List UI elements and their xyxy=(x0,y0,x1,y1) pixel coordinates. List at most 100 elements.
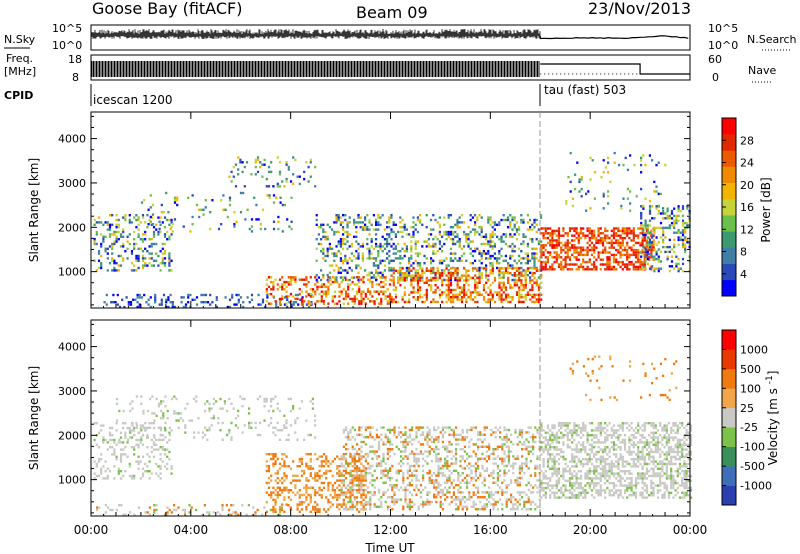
echo-cell xyxy=(524,274,527,277)
echo-cell xyxy=(108,438,112,442)
echo-cell xyxy=(366,226,369,229)
echo-cell xyxy=(507,264,510,267)
echo-cell xyxy=(173,395,176,398)
echo-cell xyxy=(397,448,400,451)
echo-cell xyxy=(204,199,207,202)
echo-cell xyxy=(629,190,632,193)
echo-cell xyxy=(432,300,435,304)
echo-cell xyxy=(634,241,638,245)
echo-cell xyxy=(677,219,680,222)
echo-cell xyxy=(434,276,437,280)
echo-cell xyxy=(457,508,460,511)
echo-cell xyxy=(435,452,438,456)
echo-cell xyxy=(684,229,687,232)
echo-cell xyxy=(285,455,288,458)
echo-cell xyxy=(620,204,623,208)
freq-trace xyxy=(91,61,540,77)
echo-cell xyxy=(515,279,519,282)
echo-cell xyxy=(359,216,362,219)
echo-cell xyxy=(392,221,395,224)
echo-cell xyxy=(422,457,425,460)
echo-cell xyxy=(435,486,438,489)
echo-cell xyxy=(346,223,349,226)
echo-cell xyxy=(468,481,471,484)
echo-cell xyxy=(452,226,455,229)
echo-cell xyxy=(361,252,364,255)
echo-cell xyxy=(344,292,348,296)
echo-cell xyxy=(408,491,411,494)
echo-cell xyxy=(443,216,446,219)
echo-cell xyxy=(533,226,536,229)
echo-cell xyxy=(480,267,483,270)
echo-cell xyxy=(416,230,419,234)
echo-cell xyxy=(287,433,290,437)
echo-cell xyxy=(428,481,431,484)
echo-cell xyxy=(141,467,145,470)
echo-cell xyxy=(314,505,317,509)
echo-cell xyxy=(439,491,442,494)
echo-cell xyxy=(551,244,554,247)
echo-cell xyxy=(394,223,397,226)
echo-cell xyxy=(283,474,286,477)
echo-cell xyxy=(522,286,525,289)
echo-cell xyxy=(235,220,238,223)
echo-cell xyxy=(182,305,185,309)
echo-cell xyxy=(371,457,374,460)
echo-cell xyxy=(97,446,101,449)
echo-cell xyxy=(369,491,372,494)
echo-cell xyxy=(500,298,503,301)
echo-cell xyxy=(391,428,394,432)
echo-cell xyxy=(259,161,262,164)
echo-cell xyxy=(335,221,338,224)
echo-cell xyxy=(619,241,622,245)
echo-cell xyxy=(404,433,407,436)
echo-cell xyxy=(309,460,312,463)
nsky-left-tick-bottom: 10^0 xyxy=(52,39,82,52)
echo-cell xyxy=(405,233,408,236)
echo-cell xyxy=(397,488,400,492)
echo-cell xyxy=(404,486,407,489)
echo-cell xyxy=(593,229,596,233)
echo-cell xyxy=(641,260,644,264)
echo-cell xyxy=(375,228,378,231)
echo-cell xyxy=(294,297,297,301)
echo-cell xyxy=(388,283,392,286)
echo-cell xyxy=(441,272,444,275)
echo-cell xyxy=(150,242,153,246)
echo-cell xyxy=(417,457,420,460)
echo-cell xyxy=(111,223,114,226)
echo-cell xyxy=(485,300,488,304)
echo-cell xyxy=(359,221,362,224)
echo-cell xyxy=(320,285,323,289)
echo-cell xyxy=(498,271,501,274)
echo-cell xyxy=(564,258,567,261)
echo-cell xyxy=(491,254,494,258)
echo-cell xyxy=(388,216,391,219)
echo-cell xyxy=(416,276,419,279)
echo-cell xyxy=(327,469,330,473)
echo-cell xyxy=(454,252,457,255)
echo-cell xyxy=(416,252,419,255)
echo-cell xyxy=(444,426,447,429)
echo-cell xyxy=(553,232,556,235)
echo-cell xyxy=(542,236,545,240)
colorbar-swatch xyxy=(722,263,736,281)
echo-cell xyxy=(402,488,405,492)
echo-cell xyxy=(410,245,413,248)
echo-cell xyxy=(204,426,207,429)
echo-cell xyxy=(444,481,447,484)
echo-cell xyxy=(391,476,394,480)
echo-cell xyxy=(168,438,171,442)
echo-cell xyxy=(642,253,645,256)
echo-cell xyxy=(588,258,591,261)
echo-cell xyxy=(278,409,281,413)
echo-cell xyxy=(360,302,363,305)
echo-cell xyxy=(347,436,350,439)
echo-cell xyxy=(362,300,365,303)
echo-cell xyxy=(283,460,286,463)
echo-cell xyxy=(95,269,98,272)
echo-cell xyxy=(135,422,138,425)
echo-cell xyxy=(673,221,676,225)
echo-cell xyxy=(195,395,198,398)
echo-cell xyxy=(133,453,136,456)
